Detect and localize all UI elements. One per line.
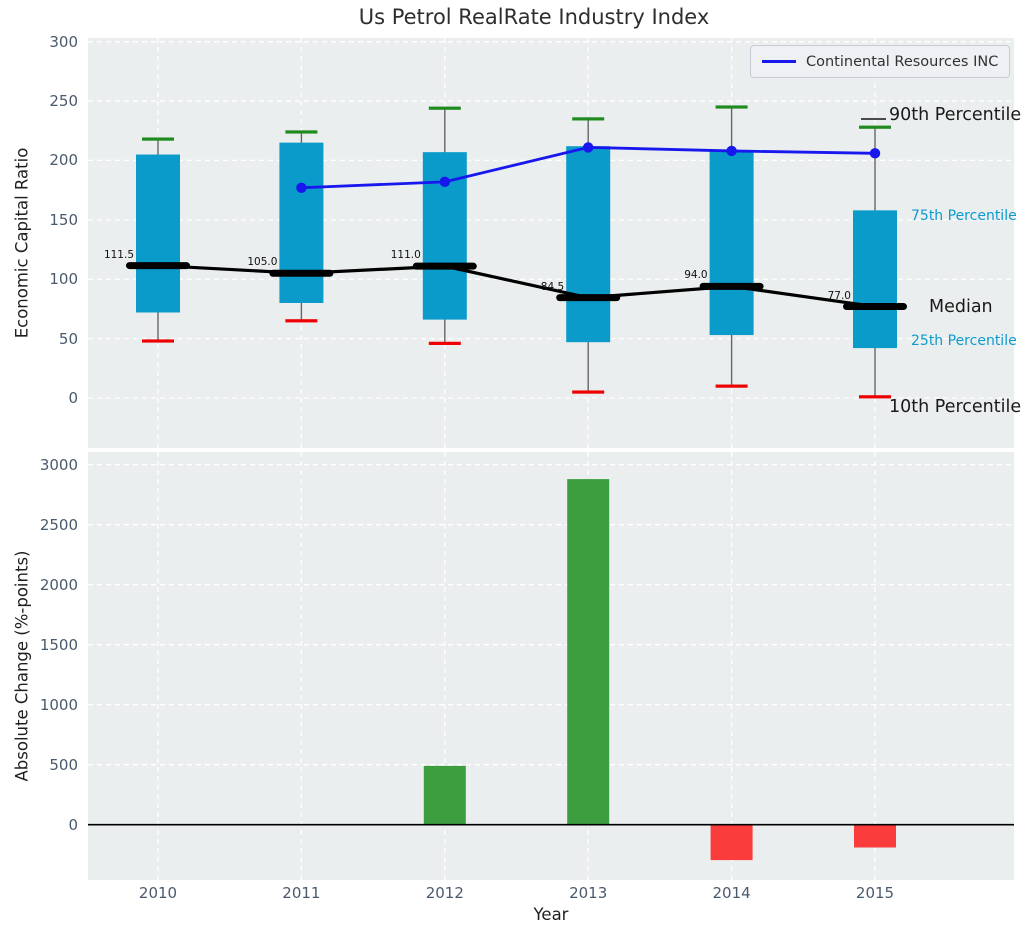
- x-tick-label: 2011: [282, 884, 321, 902]
- annotation-10th-percentile: 10th Percentile: [889, 397, 1022, 417]
- top-panel-plot: [88, 38, 1014, 448]
- median-dash: [269, 269, 334, 277]
- change-bar: [567, 479, 610, 825]
- percentile-box: [279, 142, 324, 303]
- bottom-y-tick-label: 1500: [39, 635, 78, 654]
- top-y-tick-label: 250: [49, 92, 78, 111]
- legend-line-swatch-icon: [762, 60, 796, 63]
- bottom-y-axis-label: Absolute Change (%-points): [12, 550, 32, 782]
- median-value-label: 105.0: [247, 256, 278, 269]
- median-value-label: 94.0: [684, 269, 708, 282]
- median-dash: [412, 262, 477, 270]
- x-axis-label: Year: [533, 905, 569, 924]
- legend-series-label: Continental Resources INC: [806, 53, 999, 70]
- annotation-90th-percentile: 90th Percentile: [889, 105, 1022, 125]
- x-tick-label: 2010: [138, 884, 178, 902]
- change-bar: [423, 765, 466, 825]
- bottom-panel: [88, 452, 1014, 880]
- top-y-tick-label: 200: [49, 151, 78, 170]
- bottom-y-tick-label: 0: [68, 815, 78, 834]
- x-tick-label: 2014: [712, 884, 751, 902]
- p10-cap: [142, 339, 174, 343]
- change-bar: [710, 824, 753, 861]
- p10-cap: [285, 319, 318, 323]
- chart-title: Us Petrol RealRate Industry Index: [358, 5, 710, 29]
- median-value-label: 77.0: [827, 289, 851, 302]
- annotation-connector: [861, 118, 886, 121]
- legend: Continental Resources INC: [750, 45, 1011, 78]
- top-y-tick-label: 300: [49, 32, 78, 51]
- series-marker: [583, 142, 594, 153]
- bottom-panel-plot: [88, 452, 1014, 880]
- median-value-label: 111.5: [103, 248, 134, 261]
- p90-cap: [859, 125, 891, 129]
- top-y-tick-label: 100: [49, 270, 78, 289]
- bottom-y-tick-label: 3000: [39, 455, 78, 474]
- median-dash: [126, 262, 190, 270]
- annotation-75th-percentile: 75th Percentile: [911, 208, 1017, 224]
- p90-cap: [572, 117, 605, 121]
- x-tick-label: 2012: [425, 884, 464, 902]
- x-tick-label: 2013: [569, 884, 608, 902]
- median-dash: [699, 282, 764, 290]
- percentile-box: [709, 150, 754, 336]
- p10-cap: [428, 341, 461, 345]
- series-marker: [869, 148, 881, 159]
- p90-cap: [428, 106, 461, 110]
- series-marker: [296, 182, 307, 193]
- annotation-median: Median: [929, 297, 993, 317]
- top-y-tick-label: 0: [68, 389, 78, 407]
- top-y-tick-label: 150: [49, 210, 78, 229]
- series-marker: [726, 145, 737, 157]
- p90-cap: [142, 137, 174, 141]
- p10-cap: [859, 395, 891, 399]
- top-y-axis-label: Economic Capital Ratio: [12, 147, 32, 339]
- p90-cap: [715, 105, 748, 109]
- top-panel: [88, 38, 1014, 448]
- bottom-y-tick-label: 500: [49, 755, 78, 774]
- median-dash: [556, 294, 621, 302]
- p90-cap: [285, 130, 318, 134]
- median-dash: [843, 303, 907, 311]
- median-value-label: 84.5: [540, 280, 565, 293]
- bottom-y-tick-label: 1000: [39, 695, 78, 714]
- median-value-label: 111.0: [390, 249, 421, 262]
- change-bar: [854, 824, 896, 848]
- percentile-box: [566, 146, 611, 343]
- percentile-box: [136, 154, 180, 313]
- top-y-tick-label: 50: [58, 329, 78, 348]
- percentile-box: [853, 210, 897, 349]
- p10-cap: [572, 390, 605, 394]
- p10-cap: [715, 384, 748, 388]
- bottom-y-tick-label: 2000: [39, 575, 78, 594]
- series-marker: [439, 176, 450, 188]
- x-tick-label: 2015: [855, 884, 895, 902]
- bottom-y-tick-label: 2500: [39, 515, 78, 534]
- annotation-25th-percentile: 25th Percentile: [911, 333, 1017, 349]
